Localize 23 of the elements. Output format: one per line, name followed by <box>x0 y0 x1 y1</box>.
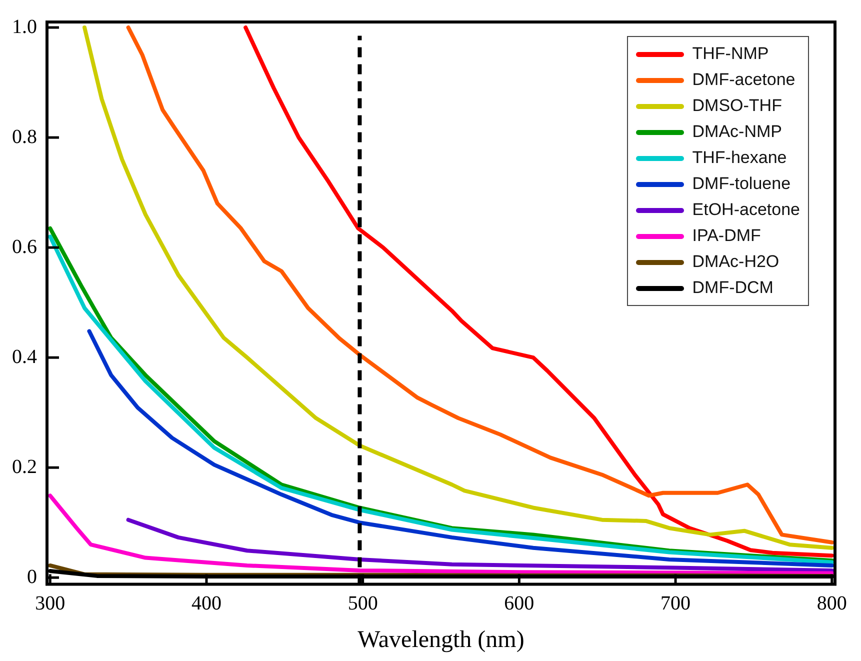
y-tick-label: 0.8 <box>12 126 37 148</box>
legend-label: DMAc-H2O <box>692 252 780 272</box>
legend-label: DMAc-NMP <box>692 122 782 142</box>
x-axis-title: Wavelength (nm) <box>358 626 524 653</box>
y-tick-label: 0.6 <box>12 236 37 258</box>
x-tick-label: 400 <box>191 592 222 614</box>
x-tick-label: 800 <box>816 592 847 614</box>
x-tick-label: 700 <box>660 592 691 614</box>
legend-label: DMSO-THF <box>692 96 782 116</box>
legend-label: IPA-DMF <box>692 226 761 246</box>
legend-label: THF-NMP <box>692 44 769 64</box>
legend-label: DMF-DCM <box>692 278 774 298</box>
x-tick-label: 500 <box>348 592 378 614</box>
x-tick-label: 300 <box>35 592 66 614</box>
legend-label: DMF-acetone <box>692 70 796 90</box>
y-tick-label: 0.4 <box>12 346 37 368</box>
legend-label: EtOH-acetone <box>692 200 800 220</box>
y-tick-label: 1.0 <box>12 16 37 38</box>
y-tick-label: 0.2 <box>12 456 37 478</box>
legend-label: THF-hexane <box>692 148 787 168</box>
y-tick-label: 0 <box>27 566 37 588</box>
legend-label: DMF-toluene <box>692 174 791 194</box>
x-tick-label: 600 <box>504 592 534 614</box>
